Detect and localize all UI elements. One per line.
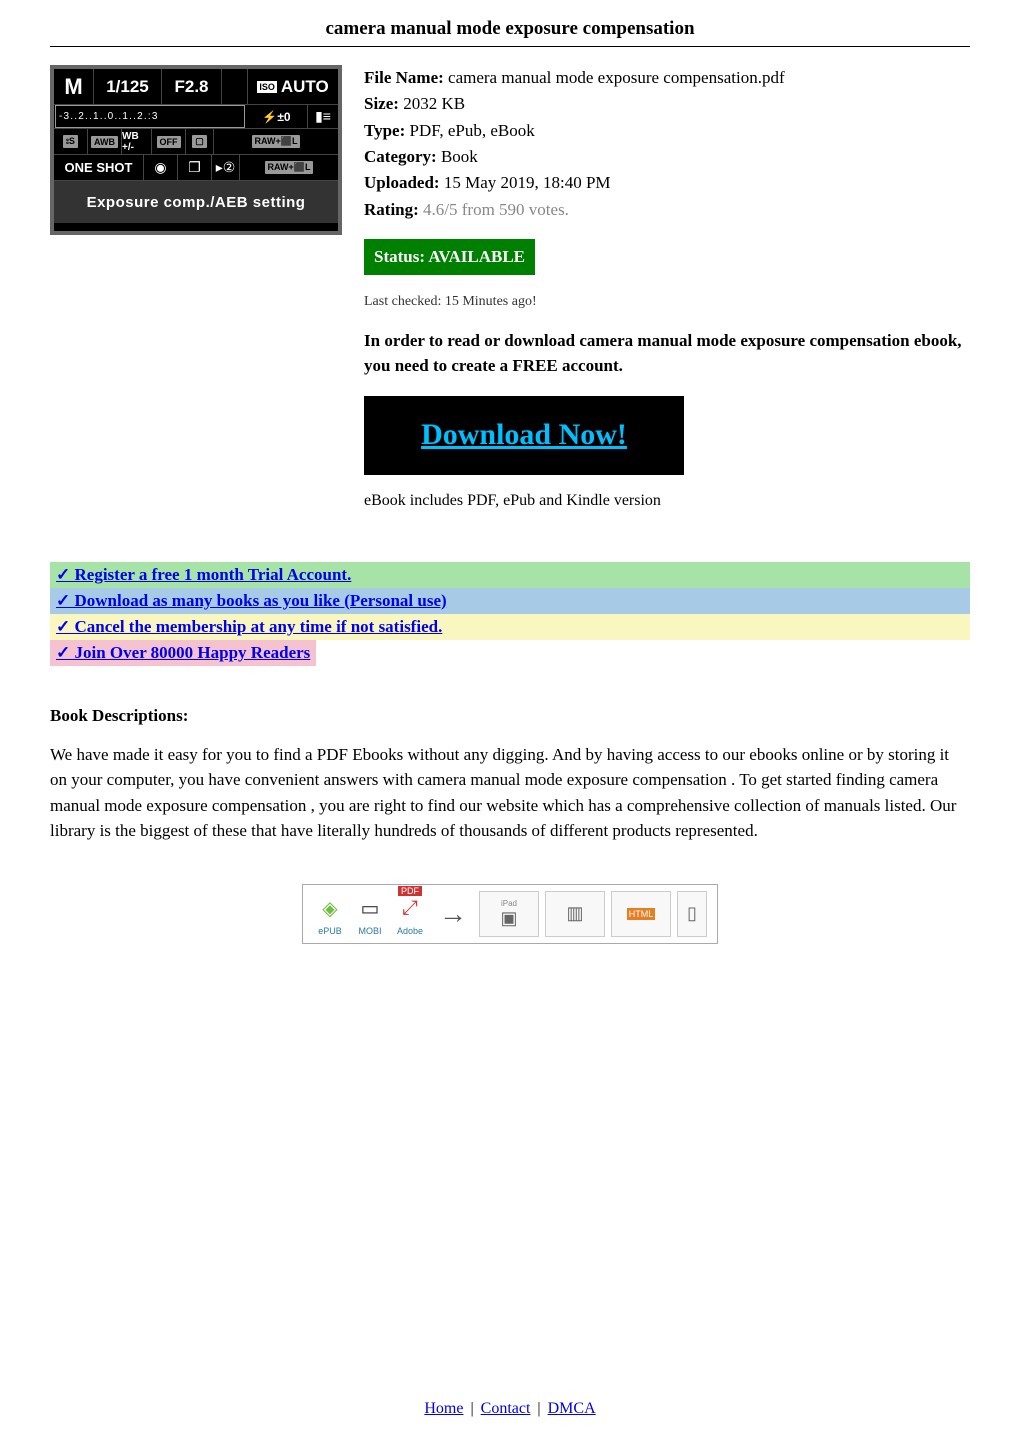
lcd-card-icon: ▸② (212, 155, 240, 180)
uploaded-value: 15 May 2019, 18:40 PM (444, 173, 611, 192)
arrow-icon: → (433, 898, 473, 930)
device-phone: ▯ (677, 891, 707, 937)
link-cancel[interactable]: ✓ Cancel the membership at any time if n… (56, 617, 442, 636)
lcd-raw-1: RAW+⬛L (214, 129, 338, 154)
lcd-row-2: -3..2..1..0..1..2.:3 ⚡±0 ▮≡ (54, 105, 338, 129)
lcd-row-3: ⦂S AWB WB +/- OFF ▢ RAW+⬛L (54, 129, 338, 155)
meta-block: File Name: camera manual mode exposure c… (364, 65, 970, 514)
lcd-row-4: ONE SHOT ◉ ❐ ▸② RAW+⬛L (54, 155, 338, 181)
uploaded-line: Uploaded: 15 May 2019, 18:40 PM (364, 170, 970, 196)
rating-line: Rating: 4.6/5 from 590 votes. (364, 197, 970, 223)
size-line: Size: 2032 KB (364, 91, 970, 117)
footer-dmca-link[interactable]: DMCA (548, 1400, 596, 1417)
lcd-metering-icon: ◉ (144, 155, 178, 180)
lcd-bottom-text: Exposure comp./AEB setting (54, 181, 338, 223)
lcd-ec-value: ⚡±0 (246, 105, 308, 128)
type-value: PDF, ePub, eBook (410, 121, 535, 140)
adobe-label: Adobe (397, 926, 423, 936)
lcd-iso: ISO AUTO (248, 69, 338, 104)
lcd-exposure-scale: -3..2..1..0..1..2.:3 (55, 105, 245, 128)
category-label: Category: (364, 147, 437, 166)
lcd-battery-icon: ▮≡ (308, 105, 338, 128)
fmt-epub: ◈ ePUB (313, 892, 347, 936)
mobi-label: MOBI (358, 926, 381, 936)
pdf-icon: PDF ⤢ (393, 892, 427, 926)
size-label: Size: (364, 94, 399, 113)
footer: Home | Contact | DMCA (0, 1400, 1020, 1418)
footer-sep-2: | (534, 1400, 543, 1417)
footer-home-link[interactable]: Home (424, 1400, 463, 1417)
lcd-mode: M (54, 69, 94, 104)
epub-label: ePUB (318, 926, 342, 936)
lcd-off-icon: OFF (152, 129, 186, 154)
category-line: Category: Book (364, 144, 970, 170)
mobi-icon: ▭ (353, 892, 387, 926)
type-label: Type: (364, 121, 405, 140)
rating-label: Rating: (364, 200, 419, 219)
fmt-mobi: ▭ MOBI (353, 892, 387, 936)
lcd-picture-style-icon: ⦂S (54, 129, 88, 154)
category-value: Book (441, 147, 478, 166)
file-name-value: camera manual mode exposure compensation… (448, 68, 785, 87)
download-button[interactable]: Download Now! (364, 396, 684, 475)
page-title: camera manual mode exposure compensation (0, 0, 1020, 44)
link-bar-1: ✓ Register a free 1 month Trial Account. (50, 562, 970, 588)
link-bar-2: ✓ Download as many books as you like (Pe… (50, 588, 970, 614)
main-row: M 1/125 F2.8 ISO AUTO -3..2..1..0..1..2.… (0, 65, 1020, 514)
size-value: 2032 KB (403, 94, 465, 113)
lcd-aperture: F2.8 (162, 69, 222, 104)
type-line: Type: PDF, ePub, eBook (364, 118, 970, 144)
file-name-label: File Name: (364, 68, 444, 87)
lcd-af-mode: ONE SHOT (54, 155, 144, 180)
descriptions: Book Descriptions: We have made it easy … (50, 706, 970, 844)
lcd-wb-shift: WB +/- (122, 129, 152, 154)
link-bar-3: ✓ Cancel the membership at any time if n… (50, 614, 970, 640)
lcd-blank (222, 69, 248, 104)
link-bar-4: ✓ Join Over 80000 Happy Readers (50, 640, 316, 666)
instruction-text: In order to read or download camera manu… (364, 329, 970, 378)
lcd-shutter: 1/125 (94, 69, 162, 104)
descriptions-body: We have made it easy for you to find a P… (50, 742, 970, 844)
format-strip: ◈ ePUB ▭ MOBI PDF ⤢ Adobe → iPad ▣ ▥ HTM… (302, 884, 718, 944)
last-checked: Last checked: 15 Minutes ago! (364, 291, 970, 313)
lcd-raw-2: RAW+⬛L (240, 155, 338, 180)
lcd-row-1: M 1/125 F2.8 ISO AUTO (54, 69, 338, 105)
link-register[interactable]: ✓ Register a free 1 month Trial Account. (56, 565, 351, 584)
format-strip-container: ◈ ePUB ▭ MOBI PDF ⤢ Adobe → iPad ▣ ▥ HTM… (0, 884, 1020, 944)
file-name-line: File Name: camera manual mode exposure c… (364, 65, 970, 91)
lcd-drive-icon: ❐ (178, 155, 212, 180)
link-bars: ✓ Register a free 1 month Trial Account.… (50, 562, 970, 666)
rating-value: 4.6/5 from 590 votes. (423, 200, 569, 219)
device-ipad: iPad ▣ (479, 891, 539, 937)
camera-lcd-image: M 1/125 F2.8 ISO AUTO -3..2..1..0..1..2.… (50, 65, 342, 235)
includes-text: eBook includes PDF, ePub and Kindle vers… (364, 489, 970, 514)
iso-value: AUTO (281, 77, 329, 97)
epub-icon: ◈ (313, 892, 347, 926)
uploaded-label: Uploaded: (364, 173, 440, 192)
footer-contact-link[interactable]: Contact (481, 1400, 531, 1417)
link-download-many[interactable]: ✓ Download as many books as you like (Pe… (56, 591, 447, 610)
iso-badge: ISO (257, 81, 277, 93)
footer-sep-1: | (467, 1400, 476, 1417)
device-html: HTML (611, 891, 671, 937)
link-join[interactable]: ✓ Join Over 80000 Happy Readers (56, 643, 310, 662)
status-badge: Status: AVAILABLE (364, 239, 535, 275)
descriptions-heading: Book Descriptions: (50, 706, 970, 726)
device-ereader: ▥ (545, 891, 605, 937)
lcd-single-icon: ▢ (186, 129, 214, 154)
lcd-awb: AWB (88, 129, 122, 154)
fmt-pdf: PDF ⤢ Adobe (393, 892, 427, 936)
title-underline (50, 46, 970, 47)
